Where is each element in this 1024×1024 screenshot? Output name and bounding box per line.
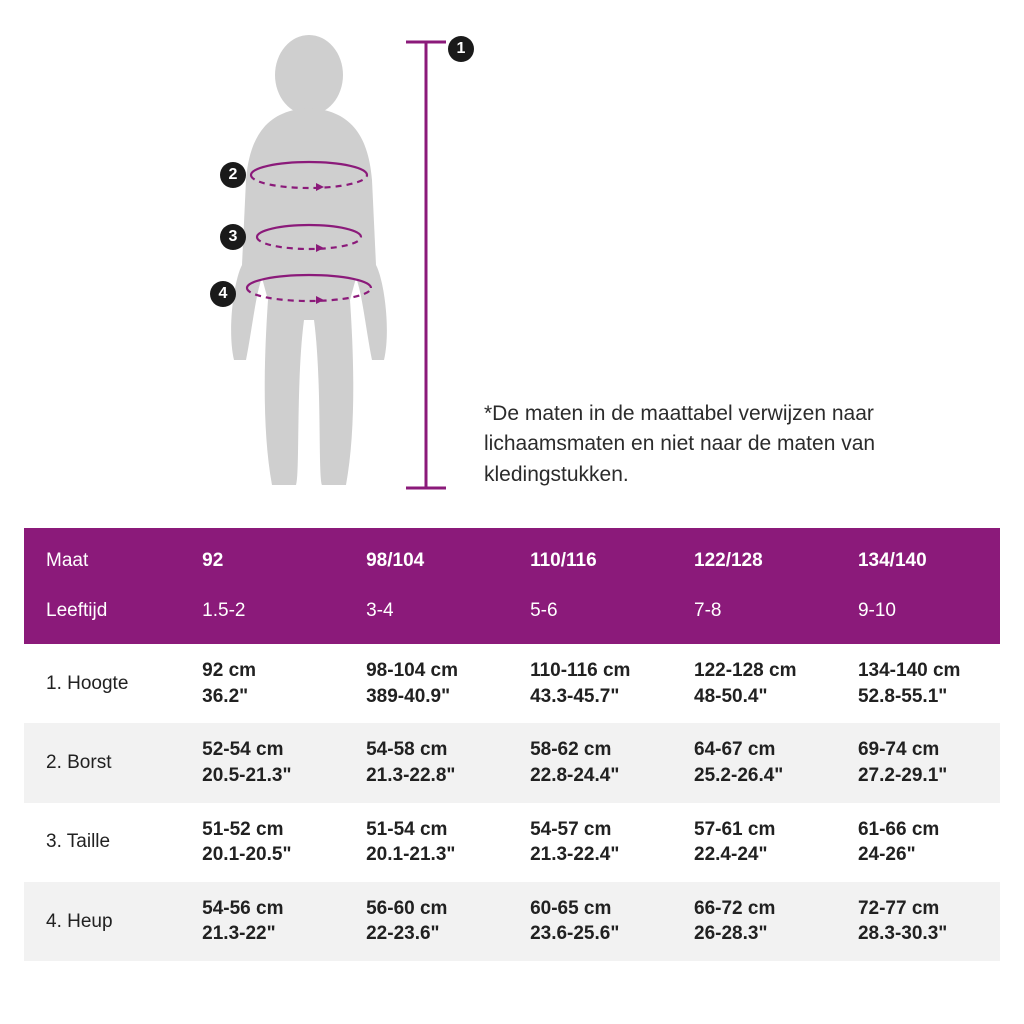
measurement-line: 72-77 cm — [858, 896, 990, 922]
measurement-line: 92 cm — [202, 658, 334, 684]
measurement-line: 21.3-22" — [202, 921, 334, 947]
measurement-line: 21.3-22.8" — [366, 763, 498, 789]
measurement-cell: 92 cm36.2" — [180, 644, 344, 723]
measurement-line: 122-128 cm — [694, 658, 826, 684]
table-row: 3. Taille51-52 cm20.1-20.5"51-54 cm20.1-… — [24, 803, 1000, 882]
measurement-line: 24-26" — [858, 842, 990, 868]
measurement-line: 22.4-24" — [694, 842, 826, 868]
marker-2-badge: 2 — [220, 162, 246, 188]
measurement-line: 51-52 cm — [202, 817, 334, 843]
measurement-line: 69-74 cm — [858, 737, 990, 763]
measurement-line: 54-58 cm — [366, 737, 498, 763]
marker-4-badge: 4 — [210, 281, 236, 307]
measurement-cell: 51-52 cm20.1-20.5" — [180, 803, 344, 882]
measurement-cell: 134-140 cm52.8-55.1" — [836, 644, 1000, 723]
measurement-line: 26-28.3" — [694, 921, 826, 947]
measurement-cell: 57-61 cm22.4-24" — [672, 803, 836, 882]
header-age: 7-8 — [672, 586, 836, 644]
measurement-cell: 58-62 cm22.8-24.4" — [508, 723, 672, 802]
height-indicator — [406, 42, 446, 488]
measurement-cell: 110-116 cm43.3-45.7" — [508, 644, 672, 723]
measurement-line: 66-72 cm — [694, 896, 826, 922]
measurement-line: 52-54 cm — [202, 737, 334, 763]
measurement-line: 58-62 cm — [530, 737, 662, 763]
measurement-line: 54-56 cm — [202, 896, 334, 922]
header-size: 134/140 — [836, 528, 1000, 586]
marker-1-badge: 1 — [448, 36, 474, 62]
measurement-line: 57-61 cm — [694, 817, 826, 843]
header-size: 122/128 — [672, 528, 836, 586]
measurement-cell: 64-67 cm25.2-26.4" — [672, 723, 836, 802]
header-size: 92 — [180, 528, 344, 586]
measurement-line: 389-40.9" — [366, 684, 498, 710]
header-age: 5-6 — [508, 586, 672, 644]
row-label: 3. Taille — [24, 803, 180, 882]
measurement-cell: 122-128 cm48-50.4" — [672, 644, 836, 723]
row-label: 2. Borst — [24, 723, 180, 802]
measurement-cell: 98-104 cm389-40.9" — [344, 644, 508, 723]
header-maat-label: Maat — [24, 528, 180, 586]
measurement-line: 20.5-21.3" — [202, 763, 334, 789]
measurement-line: 98-104 cm — [366, 658, 498, 684]
measurement-line: 25.2-26.4" — [694, 763, 826, 789]
measurement-line: 54-57 cm — [530, 817, 662, 843]
row-label: 1. Hoogte — [24, 644, 180, 723]
measurement-cell: 54-58 cm21.3-22.8" — [344, 723, 508, 802]
table-body: 1. Hoogte92 cm36.2"98-104 cm389-40.9"110… — [24, 644, 1000, 961]
measurement-cell: 54-57 cm21.3-22.4" — [508, 803, 672, 882]
measurement-line: 110-116 cm — [530, 658, 662, 684]
measurement-line: 21.3-22.4" — [530, 842, 662, 868]
measurement-cell: 51-54 cm20.1-21.3" — [344, 803, 508, 882]
row-label: 4. Heup — [24, 882, 180, 961]
measurement-line: 20.1-21.3" — [366, 842, 498, 868]
table-header: Maat 92 98/104 110/116 122/128 134/140 L… — [24, 528, 1000, 644]
measurement-line: 60-65 cm — [530, 896, 662, 922]
body-diagram-svg — [24, 30, 464, 500]
measurement-line: 48-50.4" — [694, 684, 826, 710]
measurement-line: 43.3-45.7" — [530, 684, 662, 710]
header-age: 1.5-2 — [180, 586, 344, 644]
table-row: 1. Hoogte92 cm36.2"98-104 cm389-40.9"110… — [24, 644, 1000, 723]
measurement-line: 20.1-20.5" — [202, 842, 334, 868]
measurement-cell: 72-77 cm28.3-30.3" — [836, 882, 1000, 961]
table-row: 4. Heup54-56 cm21.3-22"56-60 cm22-23.6"6… — [24, 882, 1000, 961]
size-chart-table: Maat 92 98/104 110/116 122/128 134/140 L… — [24, 528, 1000, 961]
measurement-line: 22-23.6" — [366, 921, 498, 947]
measurement-cell: 66-72 cm26-28.3" — [672, 882, 836, 961]
measurement-line: 36.2" — [202, 684, 334, 710]
measurement-line: 64-67 cm — [694, 737, 826, 763]
header-age: 3-4 — [344, 586, 508, 644]
measurement-line: 28.3-30.3" — [858, 921, 990, 947]
measurement-figure: 1 2 3 4 — [24, 30, 464, 500]
measurement-line: 27.2-29.1" — [858, 763, 990, 789]
marker-3-badge: 3 — [220, 224, 246, 250]
measurement-cell: 69-74 cm27.2-29.1" — [836, 723, 1000, 802]
header-size: 98/104 — [344, 528, 508, 586]
measurement-line: 134-140 cm — [858, 658, 990, 684]
table-row: 2. Borst52-54 cm20.5-21.3"54-58 cm21.3-2… — [24, 723, 1000, 802]
measurement-line: 23.6-25.6" — [530, 921, 662, 947]
measurement-line: 22.8-24.4" — [530, 763, 662, 789]
measurement-cell: 56-60 cm22-23.6" — [344, 882, 508, 961]
measurement-line: 51-54 cm — [366, 817, 498, 843]
measurement-cell: 60-65 cm23.6-25.6" — [508, 882, 672, 961]
measurement-cell: 52-54 cm20.5-21.3" — [180, 723, 344, 802]
size-note: *De maten in de maattabel verwijzen naar… — [484, 399, 904, 490]
header-age: 9-10 — [836, 586, 1000, 644]
measurement-cell: 54-56 cm21.3-22" — [180, 882, 344, 961]
measurement-line: 52.8-55.1" — [858, 684, 990, 710]
header-leeftijd-label: Leeftijd — [24, 586, 180, 644]
figure-and-note: 1 2 3 4 *De maten in de maattabel verwij… — [24, 20, 1000, 500]
header-size: 110/116 — [508, 528, 672, 586]
measurement-line: 61-66 cm — [858, 817, 990, 843]
measurement-line: 56-60 cm — [366, 896, 498, 922]
measurement-cell: 61-66 cm24-26" — [836, 803, 1000, 882]
